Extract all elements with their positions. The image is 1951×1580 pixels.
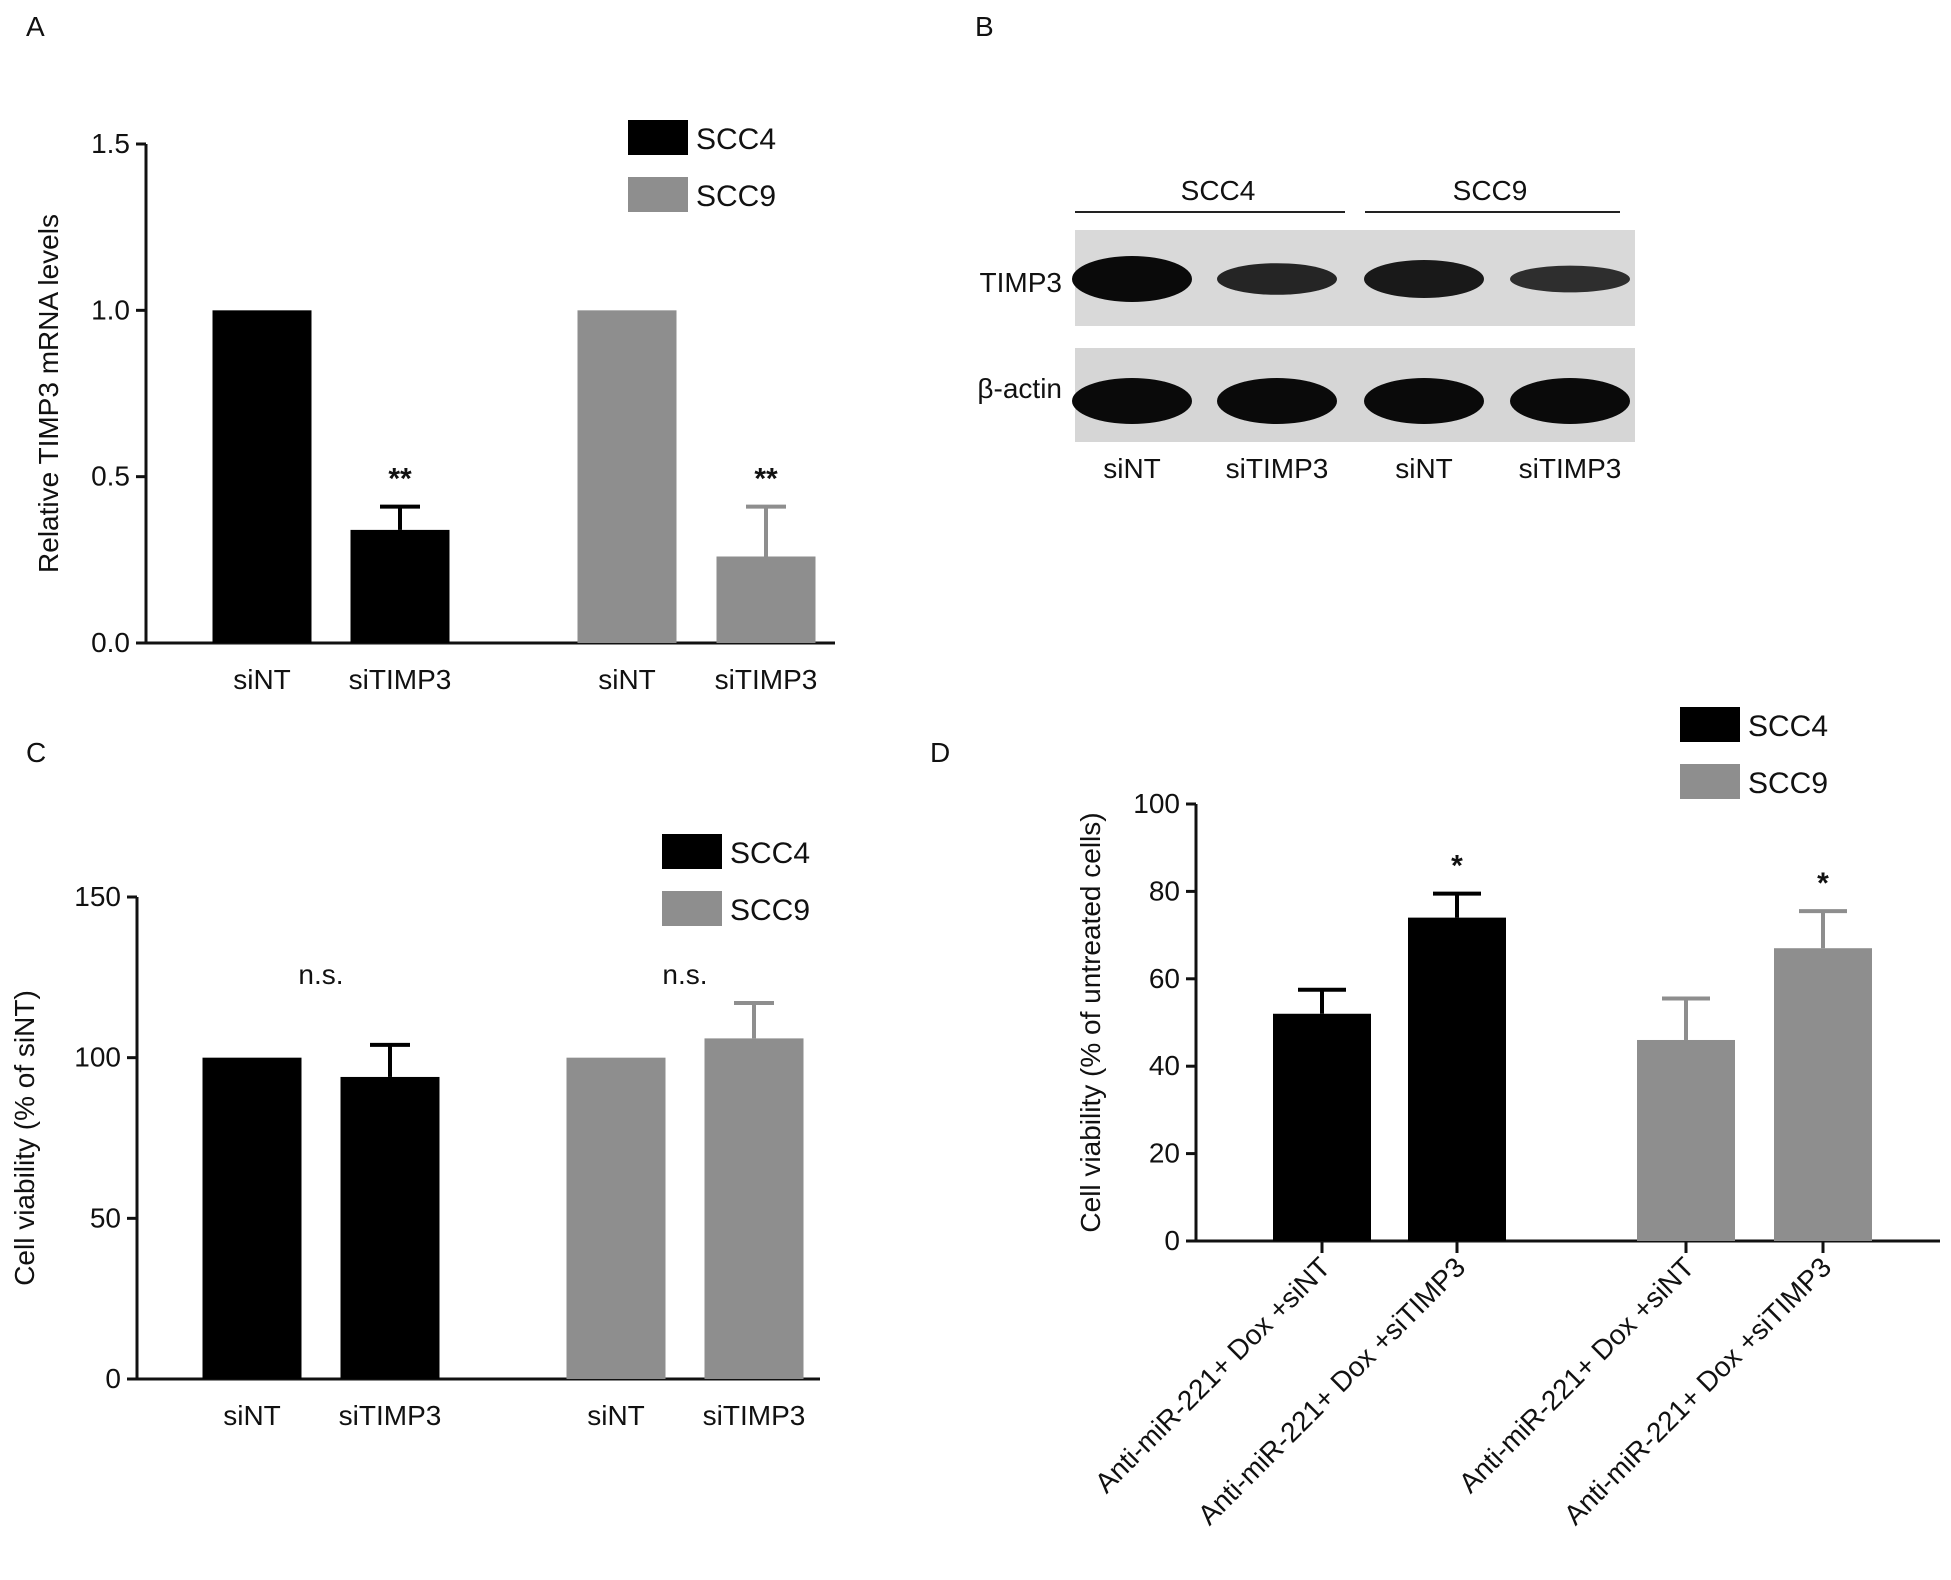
bar: [1273, 1013, 1371, 1241]
legend-swatch: [1680, 764, 1740, 799]
x-tick-label: siNT: [587, 1400, 645, 1431]
y-tick-label: 0: [105, 1363, 121, 1394]
bar: [1774, 948, 1872, 1241]
bar: [350, 529, 450, 643]
legend-label: SCC9: [730, 894, 810, 927]
band-actin: [1072, 378, 1192, 424]
y-tick-label: 40: [1149, 1050, 1180, 1081]
significance-label: **: [388, 463, 412, 496]
band-timp3: [1072, 256, 1192, 302]
y-tick-label: 150: [74, 881, 121, 912]
y-tick-label: 1.5: [91, 128, 130, 159]
panel-label-d: D: [930, 737, 950, 768]
legend-swatch: [1680, 707, 1740, 742]
legend-label: SCC9: [1748, 767, 1828, 800]
blot-lane-label: siTIMP3: [1519, 453, 1622, 484]
bar: [202, 1057, 302, 1379]
chart-panel-c: 0 50 100 150 Cell viability (% of siNT) siNT s…: [9, 834, 820, 1431]
legend-swatch: [662, 834, 722, 869]
bar: [340, 1076, 440, 1379]
significance-label: *: [1451, 850, 1463, 883]
x-tick-label: Anti-miR-221+ Dox +siTIMP3: [1558, 1251, 1837, 1530]
band-actin: [1364, 378, 1484, 424]
legend-label: SCC4: [696, 123, 776, 156]
group-annotation: n.s.: [662, 959, 707, 990]
bar: [577, 310, 677, 643]
band-actin: [1510, 378, 1630, 424]
legend-swatch: [662, 891, 722, 926]
y-tick-label: 1.0: [91, 294, 130, 325]
x-tick-label: siTIMP3: [339, 1400, 442, 1431]
significance-label: *: [1817, 867, 1829, 900]
x-tick-label: siNT: [223, 1400, 281, 1431]
y-tick-label: 100: [1133, 788, 1180, 819]
bar: [212, 310, 312, 643]
bar: [1408, 917, 1506, 1241]
y-tick-label: 0.0: [91, 627, 130, 658]
chart-panel-a: 0.0 0.5 1.0 1.5 Relative TIMP3 mRNA levels si…: [33, 120, 835, 695]
blot-group-label-scc4: SCC4: [1181, 175, 1256, 206]
bar: [716, 556, 816, 643]
y-tick-label: 80: [1149, 875, 1180, 906]
y-tick-label: 20: [1149, 1138, 1180, 1169]
western-blot: SCC4 SCC9 TIMP3 β-actin siNT siTIMP3 siN…: [977, 175, 1635, 484]
legend-label: SCC4: [730, 837, 810, 870]
band-timp3: [1364, 260, 1484, 298]
blot-row-label-actin: β-actin: [977, 373, 1062, 404]
x-tick-label: siTIMP3: [703, 1400, 806, 1431]
blot-lane-label: siTIMP3: [1226, 453, 1329, 484]
significance-label: **: [754, 463, 778, 496]
chart-panel-d: 0 20 40 60 80 100 Cell viability (% of untreat…: [1075, 707, 1940, 1531]
x-tick-label: Anti-miR-221+ Dox +siTIMP3: [1192, 1251, 1471, 1530]
y-tick-label: 60: [1149, 963, 1180, 994]
legend-swatch: [628, 120, 688, 155]
legend-label: SCC9: [696, 180, 776, 213]
panel-label-a: A: [26, 11, 45, 42]
blot-lane-label: siNT: [1395, 453, 1453, 484]
y-tick-label: 0.5: [91, 461, 130, 492]
y-tick-label: 0: [1164, 1225, 1180, 1256]
bar: [1637, 1039, 1735, 1241]
blot-row-label-timp3: TIMP3: [980, 267, 1062, 298]
x-tick-label: siNT: [598, 664, 656, 695]
y-axis-label: Relative TIMP3 mRNA levels: [33, 214, 64, 573]
x-tick-label: siNT: [233, 664, 291, 695]
legend-swatch: [628, 177, 688, 212]
y-tick-label: 50: [90, 1202, 121, 1233]
x-tick-label: siTIMP3: [715, 664, 818, 695]
band-timp3: [1510, 265, 1630, 293]
x-tick-label: siTIMP3: [349, 664, 452, 695]
band-actin: [1217, 378, 1337, 424]
x-tick-label: Anti-miR-221+ Dox +siNT: [1453, 1251, 1700, 1498]
band-timp3: [1217, 263, 1337, 295]
blot-group-label-scc9: SCC9: [1453, 175, 1528, 206]
y-axis-label: Cell viability (% of siNT): [9, 990, 40, 1286]
legend-label: SCC4: [1748, 710, 1828, 743]
group-annotation: n.s.: [298, 959, 343, 990]
panel-label-b: B: [975, 11, 994, 42]
bar: [704, 1038, 804, 1379]
blot-lane-label: siNT: [1103, 453, 1161, 484]
y-tick-label: 100: [74, 1042, 121, 1073]
x-tick-label: Anti-miR-221+ Dox +siNT: [1089, 1251, 1336, 1498]
bar: [566, 1057, 666, 1379]
panel-label-c: C: [26, 737, 46, 768]
y-axis-label: Cell viability (% of untreated cells): [1075, 812, 1106, 1232]
